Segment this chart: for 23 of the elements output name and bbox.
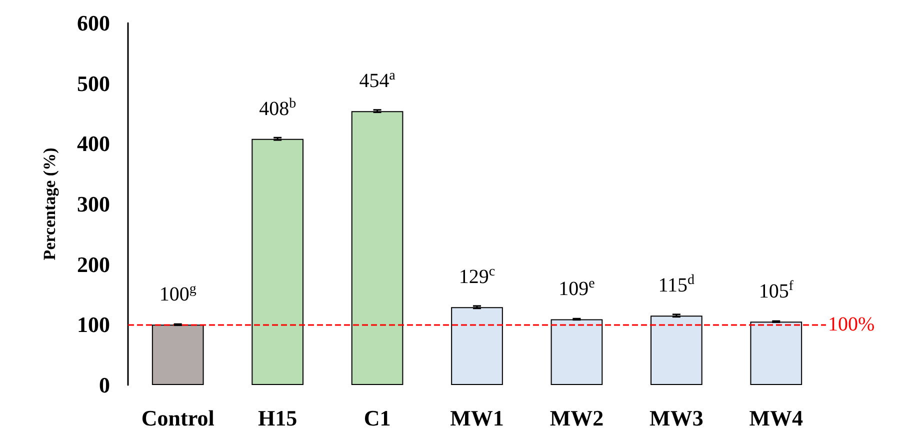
- bar: [451, 307, 503, 385]
- x-tick-label: MW2: [550, 406, 604, 430]
- x-tick-label: H15: [258, 406, 298, 430]
- bar: [650, 316, 702, 385]
- bar: [550, 319, 603, 385]
- x-tick-label: MW4: [749, 406, 804, 430]
- bar: [351, 111, 404, 385]
- x-tick-label: Control: [141, 406, 214, 430]
- y-tick-label: 0: [99, 372, 110, 398]
- bar: [252, 138, 304, 385]
- ref-line-label: 100%: [828, 314, 875, 336]
- y-tick-label: 200: [77, 252, 110, 277]
- y-axis-title: Percentage (%): [40, 148, 59, 260]
- x-tick-label: C1: [364, 406, 391, 430]
- bar: [152, 324, 204, 385]
- y-tick-label: 100: [77, 312, 110, 338]
- y-tick-label: 600: [77, 10, 110, 36]
- x-tick-label: MW1: [450, 406, 504, 430]
- y-tick-label: 400: [77, 131, 110, 156]
- y-tick-label: 300: [77, 192, 110, 216]
- x-tick-label: MW3: [650, 406, 704, 430]
- y-tick-label: 500: [77, 70, 110, 96]
- bar: [750, 322, 802, 385]
